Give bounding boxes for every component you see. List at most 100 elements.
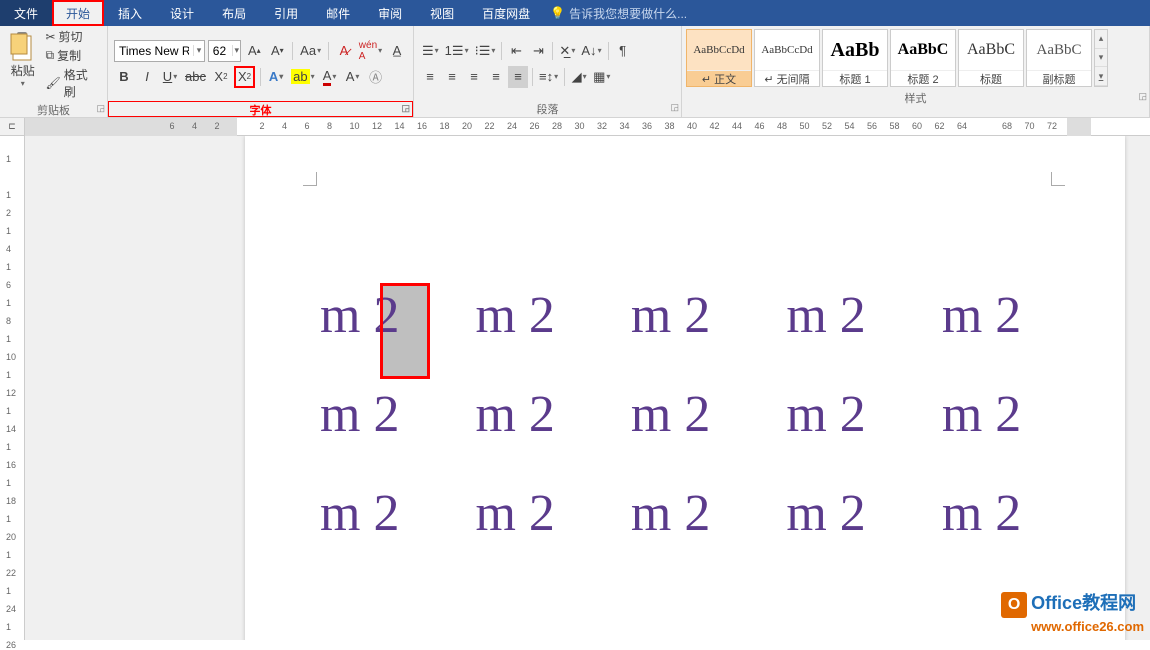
style-preview: AaBbC xyxy=(959,30,1023,70)
launcher-icon[interactable]: ◲ xyxy=(1138,91,1147,102)
tell-me[interactable]: 💡告诉我您想要做什么... xyxy=(550,0,687,26)
group-clipboard: 粘贴 ▾ ✂剪切 ⧉复制 🖌格式刷 剪贴板◲ xyxy=(0,26,108,117)
bullets-button[interactable]: ☰ xyxy=(420,40,441,62)
font-size-input[interactable] xyxy=(209,44,232,58)
style-item[interactable]: AaBbC标题 xyxy=(958,29,1024,87)
align-left-button[interactable]: ≡ xyxy=(420,66,440,88)
align-right-button[interactable]: ≡ xyxy=(464,66,484,88)
text-m2[interactable]: m 2 xyxy=(942,385,1021,444)
group-styles: AaBbCcDd↵ 正文AaBbCcDd↵ 无间隔AaBb标题 1AaBbC标题… xyxy=(682,26,1150,117)
styles-more-button[interactable]: ▾̲ xyxy=(1095,67,1107,86)
text-m2[interactable]: m 2 xyxy=(631,484,710,543)
text-m2[interactable]: m 2 xyxy=(786,286,865,345)
numbering-button[interactable]: 1☰ xyxy=(443,40,471,62)
launcher-icon[interactable]: ◲ xyxy=(96,103,105,114)
text-m2[interactable]: m 2 xyxy=(320,385,399,444)
margin-corner-icon xyxy=(1051,172,1065,186)
text-m2[interactable]: m 2 xyxy=(631,286,710,345)
clear-format-button[interactable]: A̷ xyxy=(334,40,354,62)
text-m2[interactable]: m 2 xyxy=(786,385,865,444)
style-preview: AaBb xyxy=(823,30,887,70)
text-m2[interactable]: m 2 xyxy=(475,286,554,345)
ruler-vertical[interactable]: 112141618110112114116118120122124126 xyxy=(0,136,25,640)
bulb-icon: 💡 xyxy=(550,6,565,20)
tab-mailings[interactable]: 邮件 xyxy=(312,0,364,26)
tab-home[interactable]: 开始 xyxy=(52,0,104,26)
group-label-styles: 样式◲ xyxy=(682,90,1149,106)
cut-button[interactable]: ✂剪切 xyxy=(45,28,99,45)
highlight-box xyxy=(380,283,430,379)
document-content[interactable]: m 2 m 2 m 2 m 2 m 2 m 2 m 2 m 2 m 2 m 2 m 2 m 2 m 2 m… xyxy=(320,286,1065,583)
justify-button[interactable]: ≡ xyxy=(486,66,506,88)
document-area: m 2 m 2 m 2 m 2 m 2 m 2 m 2 m 2 m 2 m 2 m 2 m 2 m 2 m… xyxy=(25,136,1150,640)
superscript-button[interactable]: X2 xyxy=(234,66,255,88)
scissors-icon: ✂ xyxy=(45,30,55,44)
char-shading-button[interactable]: A xyxy=(343,66,363,88)
style-item[interactable]: AaBb标题 1 xyxy=(822,29,888,87)
tab-layout[interactable]: 布局 xyxy=(208,0,260,26)
text-m2[interactable]: m 2 xyxy=(320,484,399,543)
tab-insert[interactable]: 插入 xyxy=(104,0,156,26)
tab-baidu[interactable]: 百度网盘 xyxy=(468,0,544,26)
change-case-button[interactable]: Aa xyxy=(298,40,323,62)
style-item[interactable]: AaBbC标题 2 xyxy=(890,29,956,87)
tab-review[interactable]: 审阅 xyxy=(364,0,416,26)
group-label-font: 字体◲ xyxy=(108,101,413,117)
text-m2[interactable]: m 2 xyxy=(475,484,554,543)
tab-file[interactable]: 文件 xyxy=(0,0,52,26)
indent-inc-button[interactable]: ⇥ xyxy=(528,40,548,62)
style-label: 标题 xyxy=(959,70,1023,86)
phonetic-button[interactable]: wénA xyxy=(357,40,384,62)
multilevel-button[interactable]: ⁝☰ xyxy=(473,40,498,62)
tab-references[interactable]: 引用 xyxy=(260,0,312,26)
line-spacing-button[interactable]: ≡↕ xyxy=(537,66,560,88)
shading-button[interactable]: ◢ xyxy=(569,66,589,88)
strike-button[interactable]: abc xyxy=(183,66,208,88)
style-item[interactable]: AaBbC副标题 xyxy=(1026,29,1092,87)
text-direction-button[interactable]: ✕̲ xyxy=(557,40,577,62)
align-center-button[interactable]: ≡ xyxy=(442,66,462,88)
font-color-button[interactable]: A xyxy=(320,66,340,88)
borders-button[interactable]: ▦ xyxy=(591,66,612,88)
sort-button[interactable]: A↓ xyxy=(579,40,603,62)
bold-button[interactable]: B xyxy=(114,66,134,88)
style-item[interactable]: AaBbCcDd↵ 无间隔 xyxy=(754,29,820,87)
paste-button[interactable]: 粘贴 ▾ xyxy=(4,28,41,100)
char-border-button[interactable]: A̲ xyxy=(387,40,407,62)
brush-icon: 🖌 xyxy=(45,76,60,90)
indent-dec-button[interactable]: ⇤ xyxy=(506,40,526,62)
subscript-button[interactable]: X2 xyxy=(211,66,231,88)
font-size-combo[interactable]: ▾ xyxy=(208,40,242,62)
italic-button[interactable]: I xyxy=(137,66,157,88)
format-painter-button[interactable]: 🖌格式刷 xyxy=(45,66,99,100)
styles-down-button[interactable]: ▾ xyxy=(1095,49,1107,68)
highlight-button[interactable]: ab xyxy=(289,66,316,88)
logo-icon: O xyxy=(1001,592,1027,618)
enclose-char-button[interactable]: Ⓐ xyxy=(366,66,386,88)
text-m2[interactable]: m 2 xyxy=(942,286,1021,345)
text-m2[interactable]: m 2 xyxy=(942,484,1021,543)
font-name-input[interactable] xyxy=(115,44,193,58)
style-preview: AaBbC xyxy=(891,30,955,70)
launcher-icon[interactable]: ◲ xyxy=(670,102,679,113)
shrink-font-button[interactable]: A▾ xyxy=(267,40,287,62)
style-item[interactable]: AaBbCcDd↵ 正文 xyxy=(686,29,752,87)
styles-up-button[interactable]: ▴ xyxy=(1095,30,1107,49)
text-m2[interactable]: m 2 xyxy=(475,385,554,444)
show-marks-button[interactable]: ¶ xyxy=(613,40,633,62)
text-effects-button[interactable]: A xyxy=(266,66,286,88)
copy-button[interactable]: ⧉复制 xyxy=(45,47,99,64)
style-preview: AaBbC xyxy=(1027,30,1091,70)
distribute-button[interactable]: ≡ xyxy=(508,66,528,88)
style-label: 副标题 xyxy=(1027,70,1091,86)
font-name-combo[interactable]: ▾ xyxy=(114,40,205,62)
underline-button[interactable]: U xyxy=(160,66,180,88)
page[interactable]: m 2 m 2 m 2 m 2 m 2 m 2 m 2 m 2 m 2 m 2 m 2 m 2 m 2 m… xyxy=(245,136,1125,640)
ruler-horizontal[interactable]: 6422468101214161820222426283032343638404… xyxy=(25,118,1150,136)
tab-view[interactable]: 视图 xyxy=(416,0,468,26)
launcher-icon[interactable]: ◲ xyxy=(401,103,410,114)
grow-font-button[interactable]: A▴ xyxy=(244,40,264,62)
text-m2[interactable]: m 2 xyxy=(631,385,710,444)
text-m2[interactable]: m 2 xyxy=(786,484,865,543)
tab-design[interactable]: 设计 xyxy=(156,0,208,26)
